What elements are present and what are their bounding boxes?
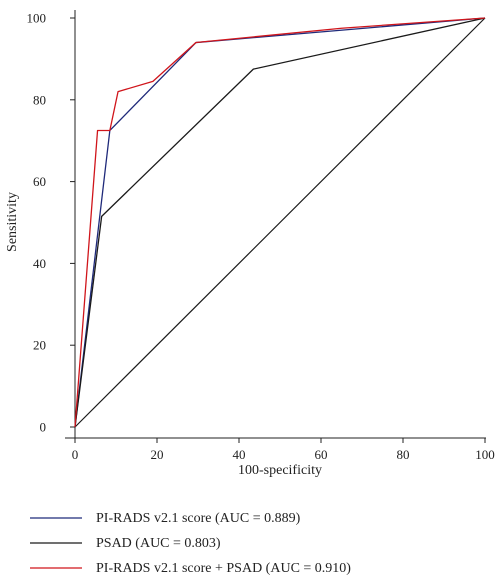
- pirads-series-line: [74, 17, 486, 428]
- axes: [65, 10, 486, 439]
- y-tick-label: 0: [40, 420, 47, 435]
- x-tick-label: 80: [397, 447, 410, 462]
- combined-series-line: [74, 17, 486, 428]
- plot-lines: [74, 17, 486, 428]
- x-tick-label: 100: [475, 447, 495, 462]
- x-axis-label: 100-specificity: [238, 463, 322, 478]
- psad-series-line: [74, 17, 486, 428]
- legend: PI-RADS v2.1 score (AUC = 0.889) PSAD (AU…: [30, 511, 351, 576]
- y-tick-label: 60: [33, 174, 46, 189]
- x-tick-label: 40: [233, 447, 246, 462]
- x-tick-label: 60: [315, 447, 328, 462]
- diagonal-reference-line: [74, 17, 486, 428]
- x-ticks: 0 20 40 60 80 100: [72, 438, 495, 462]
- y-ticks: 0 20 40 60 80 100: [27, 11, 75, 435]
- y-tick-label: 20: [33, 338, 46, 353]
- y-tick-label: 100: [27, 11, 47, 26]
- legend-label-psad: PSAD (AUC = 0.803): [96, 536, 221, 551]
- y-tick-label: 40: [33, 256, 46, 271]
- x-tick-label: 20: [151, 447, 164, 462]
- y-axis-label: Sensitivity: [5, 192, 20, 252]
- y-tick-label: 80: [33, 92, 46, 107]
- x-tick-label: 0: [72, 447, 79, 462]
- legend-label-combined: PI-RADS v2.1 score + PSAD (AUC = 0.910): [96, 561, 351, 576]
- legend-label-pirads: PI-RADS v2.1 score (AUC = 0.889): [96, 511, 301, 526]
